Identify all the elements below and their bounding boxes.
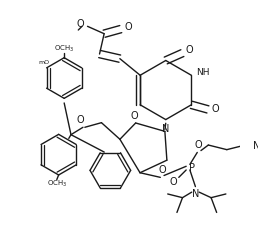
Text: NH: NH [197, 68, 210, 77]
Text: N: N [253, 141, 258, 151]
Text: O: O [130, 111, 138, 121]
Text: O: O [124, 22, 132, 32]
Text: N: N [192, 189, 199, 199]
Text: O: O [212, 104, 219, 114]
Text: OCH$_3$: OCH$_3$ [54, 43, 74, 54]
Text: O: O [186, 45, 194, 55]
Text: OCH$_3$: OCH$_3$ [46, 179, 67, 189]
Text: N: N [162, 124, 170, 134]
Text: O: O [194, 140, 202, 150]
Text: O: O [158, 165, 166, 175]
Text: mO: mO [38, 60, 50, 65]
Text: O: O [76, 115, 84, 125]
Text: O: O [170, 177, 177, 187]
Text: O: O [76, 19, 84, 30]
Text: P: P [189, 163, 195, 173]
